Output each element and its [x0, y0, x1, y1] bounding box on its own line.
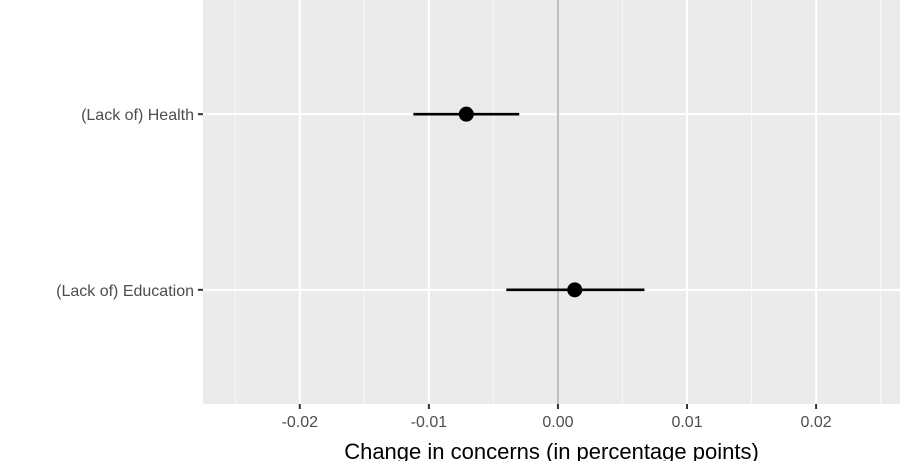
x-tick-label: -0.02 [282, 414, 319, 431]
point-estimates [458, 106, 583, 298]
minor-gridlines [234, 0, 882, 404]
point-estimate [567, 282, 583, 298]
y-tick-label: (Lack of) Education [56, 283, 194, 300]
x-tick-label: 0.01 [671, 414, 702, 431]
x-tick-label: 0.02 [801, 414, 832, 431]
y-tick-label: (Lack of) Health [81, 107, 194, 124]
x-tick-label: -0.01 [411, 414, 448, 431]
plot-panel [203, 0, 900, 404]
x-axis-title: Change in concerns (in percentage points… [344, 439, 759, 461]
x-tick-label: 0.00 [542, 414, 573, 431]
x-axis: -0.02 -0.01 0.00 0.01 0.02 [282, 404, 832, 431]
point-estimate [458, 106, 474, 122]
y-axis: (Lack of) Health (Lack of) Education [56, 107, 203, 300]
